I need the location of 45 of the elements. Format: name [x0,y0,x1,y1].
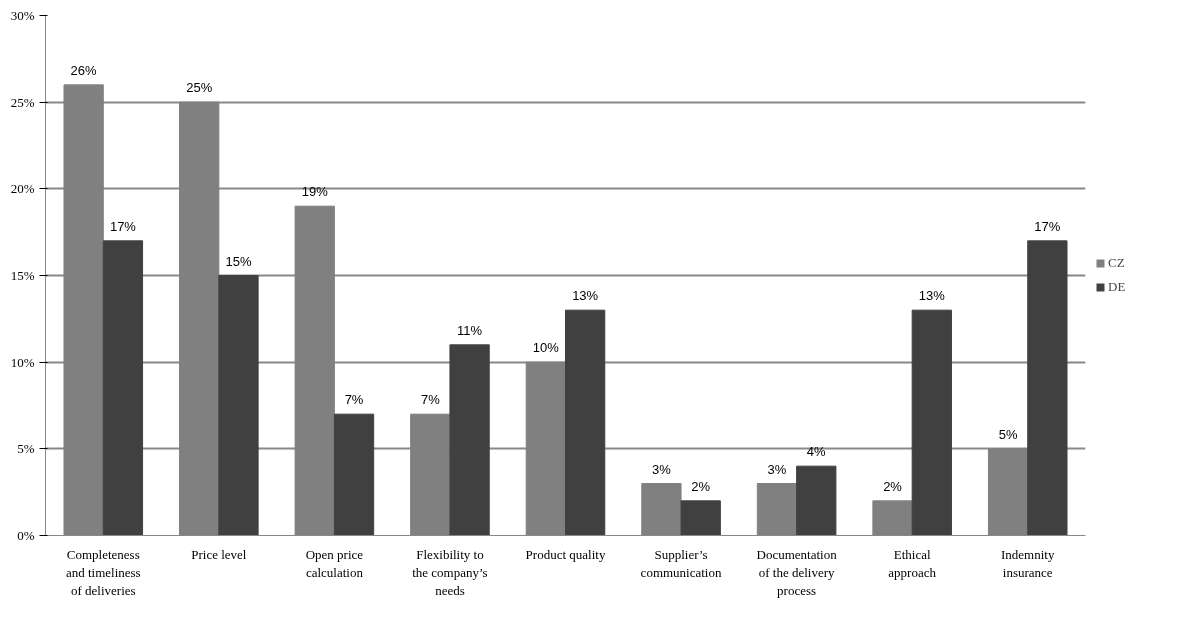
y-tick-label: 20% [10,181,35,197]
x-tick-label: Completeness and timeliness of deliveries [65,546,141,598]
data-label: 4% [806,444,827,460]
x-tick-label: Ethical approach [888,546,937,580]
data-label: 7% [344,392,364,408]
y-tick-label: 10% [10,354,35,370]
data-label: 19% [301,184,329,200]
data-label: 11% [457,322,483,338]
bar [680,500,721,536]
x-tick-label: Supplier’s communication [640,546,722,580]
data-label: 3% [767,461,787,477]
data-label: 13% [572,288,599,304]
x-tick-label: Product quality [525,546,606,562]
data-label: 26% [70,62,98,78]
data-label: 2% [691,478,711,494]
data-label: 13% [918,288,946,304]
x-tick-label: Indemnity insurance [1001,546,1055,580]
bar [333,413,375,536]
data-label: 10% [532,340,560,356]
data-label: 3% [652,461,672,477]
bar [565,309,606,536]
data-label: 17% [1034,218,1061,234]
x-tick-label: Price level [191,546,247,562]
x-tick-label: Documentation of the delivery process [756,546,838,598]
y-tick-label: 0% [17,528,35,543]
data-label: 15% [225,253,252,269]
legend-label: CZ [1108,255,1126,271]
x-tick-label: Open price calculation [305,546,364,580]
y-tick-label: 15% [10,268,35,283]
data-label: 5% [998,426,1018,442]
y-tick-label: 25% [10,94,35,110]
bar [1027,240,1068,536]
bar [218,275,259,536]
data-label: 25% [186,80,213,96]
bar [449,344,490,536]
y-tick-label: 5% [17,441,35,457]
legend-label: DE [1108,279,1127,295]
x-tick-label: Flexibility to the company’s needs [412,546,488,598]
data-label: 17% [109,218,137,234]
bar [102,240,144,536]
y-tick-label: 30% [10,8,35,23]
data-label: 7% [420,392,441,408]
bar [796,465,837,536]
bar [911,309,952,536]
data-label: 2% [883,478,903,494]
